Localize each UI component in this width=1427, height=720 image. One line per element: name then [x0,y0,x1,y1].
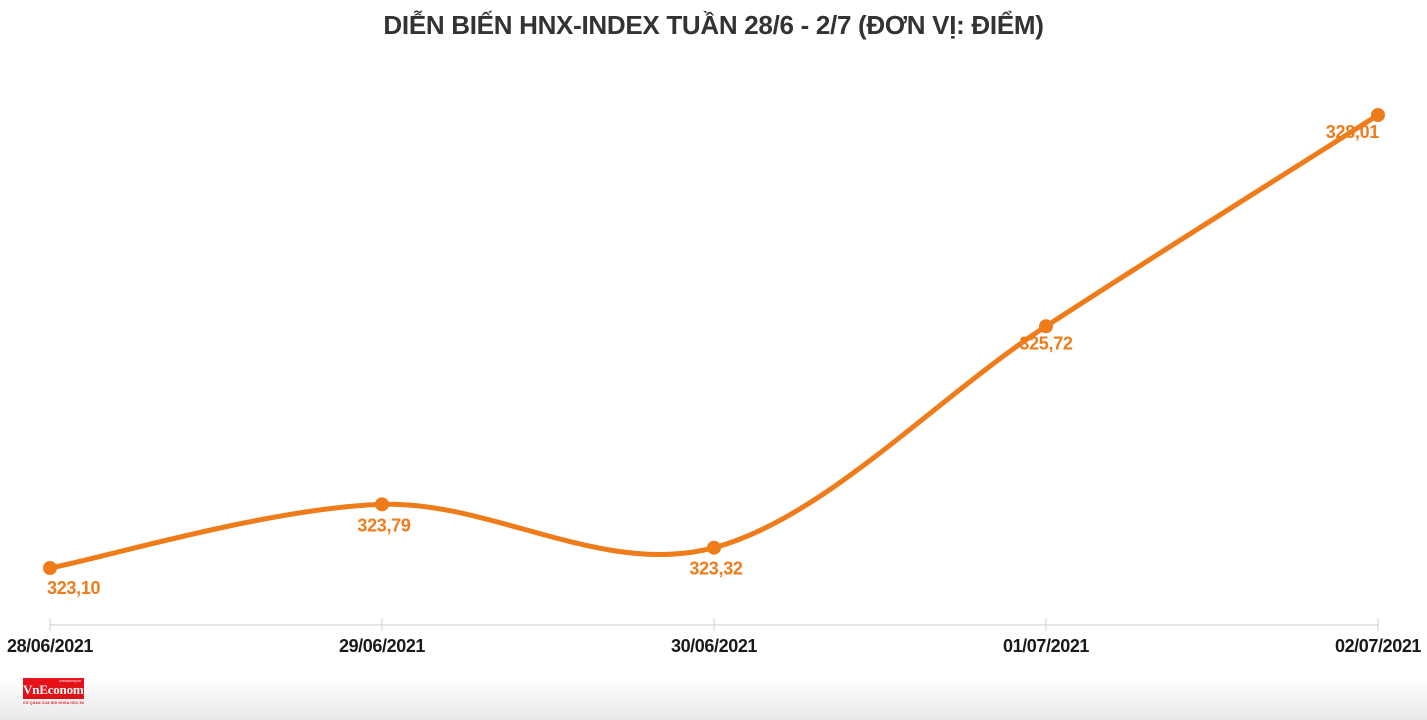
chart-title: DIỄN BIẾN HNX-INDEX TUẦN 28/6 - 2/7 (ĐƠN… [383,10,1044,40]
logo-tagline: CƠ QUAN CỦA HỘI KHOA HỌC KINH TẾ VIỆT NA… [23,701,84,705]
data-point [43,561,57,575]
point-label: 328,01 [1326,122,1380,142]
x-axis-label: 29/06/2021 [339,636,425,656]
point-label: 325,72 [1019,333,1073,353]
vneconomy-logo: vneconomy.vn VnEconomy CƠ QUAN CỦA HỘI K… [23,678,93,705]
series-line [47,112,1381,571]
logo-wordmark: VnEconomy [23,682,90,697]
x-axis-label: 30/06/2021 [671,636,757,656]
vneconomy-logo-box: vneconomy.vn VnEconomy [23,678,90,699]
data-point [375,497,389,512]
point-label: 323,10 [47,578,101,598]
data-point [707,540,721,555]
data-point [1371,108,1385,122]
point-label: 323,32 [689,559,743,579]
data-point [1039,319,1053,334]
point-label: 323,79 [357,515,411,535]
logo-small-text: vneconomy.vn [59,679,81,683]
x-axis-label: 28/06/2021 [7,636,93,656]
x-axis-label: 01/07/2021 [1003,636,1089,656]
x-axis-label: 02/07/2021 [1335,636,1421,656]
